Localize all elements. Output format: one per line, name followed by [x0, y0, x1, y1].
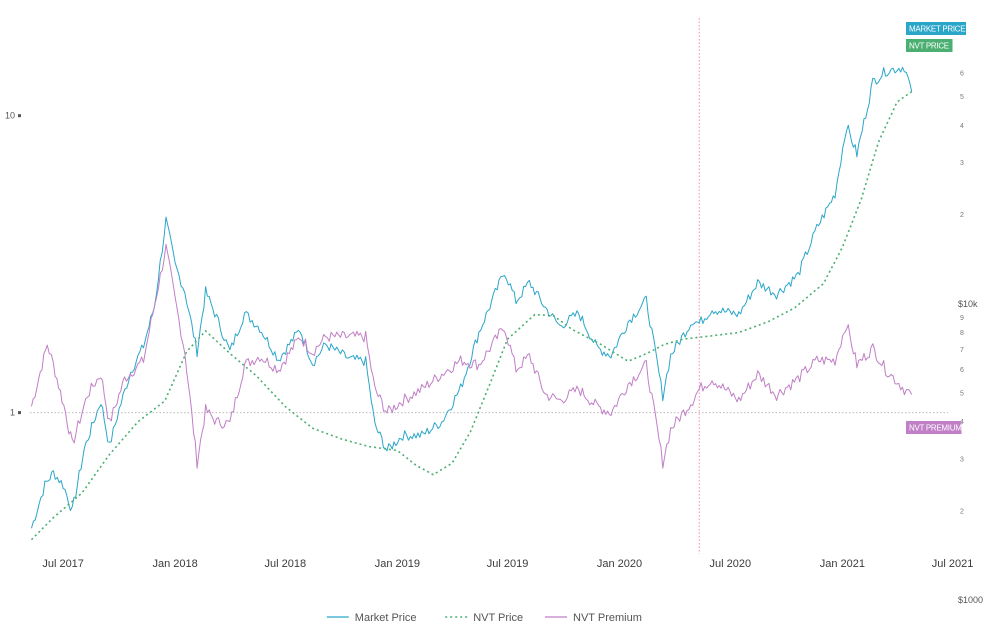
series-tag-market-price: MARKET PRICE: [906, 22, 966, 35]
right-axis-major-tick: $1000: [958, 595, 983, 605]
legend-label: NVT Premium: [573, 612, 642, 624]
left-axis-tick-mark: [18, 114, 21, 118]
legend-item-market-price[interactable]: Market Price: [326, 612, 417, 624]
x-axis-tick-label: Jan 2020: [597, 558, 642, 570]
right-axis-minor-tick: 2: [960, 508, 964, 515]
series-tag-bg: [906, 421, 962, 434]
right-axis-minor-tick: 9: [960, 315, 964, 322]
right-axis-minor-tick: 5: [960, 391, 964, 398]
left-axis-tick-mark: [18, 411, 21, 415]
series-layer: [30, 66, 913, 541]
right-axis-minor-tick: 2: [960, 212, 964, 219]
series-line-market-price: [31, 66, 913, 529]
right-axis-minor-tick: 7: [960, 347, 964, 354]
legend[interactable]: Market Price NVT Price NVT Premium: [326, 612, 642, 624]
left-axis-tick: 1: [10, 408, 15, 418]
x-axis-tick-label: Jul 2018: [265, 558, 307, 570]
x-axis: Jul 2017 Jan 2018 Jul 2018 Jan 2019 Jul 2019…: [42, 558, 973, 570]
right-axis-minor-tick: 8: [960, 330, 964, 337]
series-tag-bg: [906, 22, 966, 35]
right-axis-major-tick: $10k: [958, 299, 978, 309]
legend-label: Market Price: [355, 612, 417, 624]
x-axis-tick-label: Jan 2019: [375, 558, 420, 570]
series-end-tags: MARKET PRICE NVT PRICE NVT PREMIUM: [906, 22, 966, 434]
left-axis-tick: 10: [5, 111, 15, 121]
right-axis-minor-tick: 4: [960, 123, 964, 130]
x-axis-tick-label: Jan 2021: [820, 558, 865, 570]
series-line-nvt-premium: [31, 243, 913, 469]
right-axis: 2 3 4 5 6 7 8 9 2 3 4 5 6 $1000 $10k: [958, 71, 983, 606]
right-axis-minor-tick: 3: [960, 456, 964, 463]
right-axis-minor-tick: 6: [960, 367, 964, 374]
legend-item-nvt-premium[interactable]: NVT Premium: [545, 612, 642, 624]
left-axis: 1 10: [5, 111, 21, 418]
series-tag-bg: [906, 39, 953, 52]
reference-layer: [30, 18, 948, 554]
right-axis-minor-tick: 3: [960, 160, 964, 167]
x-axis-tick-label: Jul 2021: [932, 558, 974, 570]
series-tag-nvt-premium: NVT PREMIUM: [906, 421, 962, 434]
right-axis-minor-tick: 5: [960, 94, 964, 101]
series-tag-label: MARKET PRICE: [909, 25, 965, 34]
x-axis-tick-label: Jul 2020: [710, 558, 752, 570]
right-axis-minor-tick: 4: [960, 419, 964, 426]
x-axis-tick-label: Jul 2017: [42, 558, 84, 570]
x-axis-tick-label: Jan 2018: [153, 558, 198, 570]
series-tag-label: NVT PREMIUM: [909, 424, 962, 433]
right-axis-minor-tick: 6: [960, 71, 964, 78]
legend-item-nvt-price[interactable]: NVT Price: [445, 612, 523, 624]
series-tag-label: NVT PRICE: [909, 42, 949, 51]
series-tag-nvt-price: NVT PRICE: [906, 39, 953, 52]
series-line-nvt-price: [30, 90, 913, 541]
x-axis-tick-label: Jul 2019: [487, 558, 529, 570]
legend-label: NVT Price: [473, 612, 523, 624]
